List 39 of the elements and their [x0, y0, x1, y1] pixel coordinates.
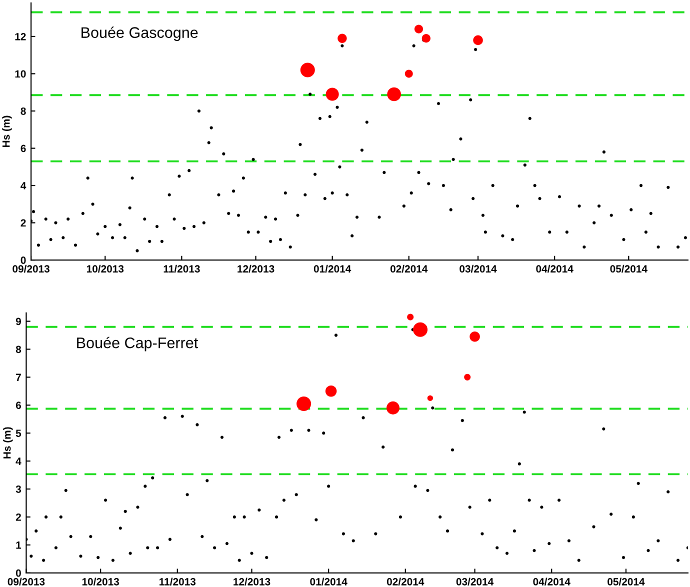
y-tick-label: 0 — [20, 256, 26, 264]
y-tick-label: 7 — [16, 374, 21, 381]
y-tick-label: 2 — [16, 513, 21, 521]
x-tick-label: 02/2014 — [386, 578, 424, 586]
y-tick-label: 4 — [16, 458, 22, 465]
y-tick-label: 10 — [15, 70, 26, 78]
y-tick-label: 12 — [15, 32, 26, 40]
y-tick-label: 3 — [16, 486, 21, 493]
x-tick-label: 03/2014 — [460, 264, 497, 273]
text: Bouée Cap-Ferret — [77, 336, 198, 352]
y-tick-label: 6 — [16, 402, 21, 410]
y-axis-title: Hs (m) — [2, 116, 12, 147]
y-tick-label: 8 — [20, 107, 26, 115]
y-tick-label: 2 — [20, 219, 26, 227]
x-tick-label: 03/2014 — [456, 578, 494, 586]
y-axis-title: Hs (m) — [3, 427, 13, 458]
x-tick-label: 11/2013 — [160, 578, 196, 586]
x-tick-label: 10/2013 — [86, 264, 124, 273]
x-tick-label: 10/2013 — [82, 578, 120, 586]
x-tick-label: 01/2014 — [310, 578, 348, 586]
x-tick-label: 05/2014 — [608, 578, 645, 586]
y-tick-label: 6 — [20, 144, 26, 152]
x-tick-label: 04/2014 — [536, 264, 574, 273]
y-tick-label: 4 — [20, 182, 26, 190]
x-tick-label: 12/2013 — [234, 578, 270, 586]
y-tick-label: 0 — [16, 569, 21, 577]
y-tick-label: 1 — [16, 542, 22, 549]
text: Bouée Gascogne — [82, 26, 198, 41]
y-tick-label: 9 — [16, 318, 21, 326]
x-tick-label: 12/2013 — [238, 264, 274, 273]
y-tick-label: 5 — [16, 430, 22, 437]
y-tick-label: 8 — [16, 346, 22, 354]
x-tick-label: 09/2013 — [8, 578, 45, 586]
x-tick-label: 02/2014 — [390, 264, 428, 273]
x-tick-label: 04/2014 — [533, 578, 570, 586]
x-tick-label: 01/2014 — [314, 264, 352, 273]
x-tick-label: 05/2014 — [610, 264, 648, 273]
x-tick-label: 09/2013 — [12, 264, 50, 273]
x-tick-label: 11/2013 — [164, 264, 200, 273]
